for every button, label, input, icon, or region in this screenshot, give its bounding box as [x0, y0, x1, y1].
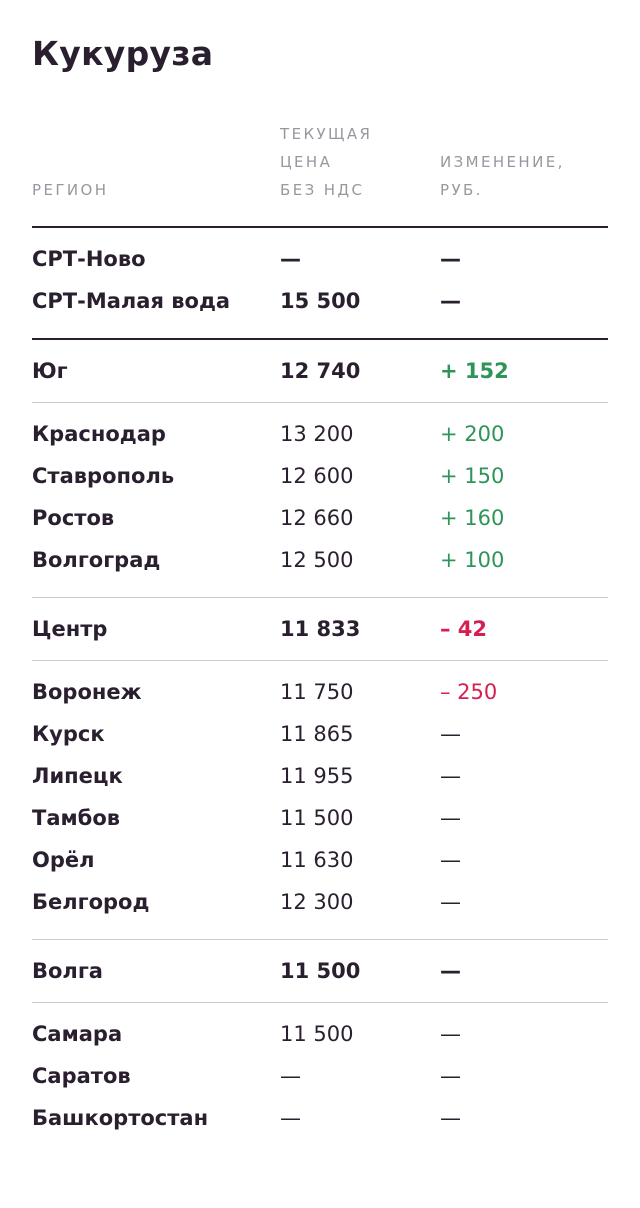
current-price: 11 500	[280, 1022, 354, 1046]
current-price: 11 833	[280, 617, 361, 641]
column-header-region: РЕГИОН	[32, 181, 109, 199]
price-change: + 100	[440, 548, 505, 572]
price-change: —	[440, 722, 461, 746]
price-change: —	[440, 764, 461, 788]
price-change: + 152	[440, 359, 509, 383]
table-row: СРТ-Малая вода 15 500 —	[32, 280, 608, 322]
price-change: + 200	[440, 422, 505, 446]
table-row: Краснодар 13 200 + 200	[32, 413, 608, 455]
summary-group: Волга 11 500 —	[32, 939, 608, 1002]
table-row: Тамбов 11 500 —	[32, 797, 608, 839]
table-row: Белгород 12 300 —	[32, 881, 608, 923]
region-group: Краснодар 13 200 + 200 Ставрополь 12 600 + 15…	[32, 402, 608, 597]
summary-group: Юг 12 740 + 152	[32, 338, 608, 402]
region-name: Башкортостан	[32, 1106, 209, 1130]
summary-group: Центр 11 833 – 42	[32, 597, 608, 660]
region-name: Самара	[32, 1022, 123, 1046]
table-row: Ставрополь 12 600 + 150	[32, 455, 608, 497]
table-row: Волгоград 12 500 + 100	[32, 539, 608, 581]
price-change: —	[440, 848, 461, 872]
table-row: Ростов 12 660 + 160	[32, 497, 608, 539]
region-name: Липецк	[32, 764, 123, 788]
region-name: Орёл	[32, 848, 95, 872]
table-row: Саратов — —	[32, 1055, 608, 1097]
current-price: 12 500	[280, 548, 354, 572]
price-change: —	[440, 1022, 461, 1046]
current-price: 11 630	[280, 848, 354, 872]
region-name: Саратов	[32, 1064, 131, 1088]
current-price: 11 955	[280, 764, 354, 788]
region-name: СРТ-Ново	[32, 247, 146, 271]
table-row: Центр 11 833 – 42	[32, 608, 608, 650]
region-name: Центр	[32, 617, 108, 641]
price-change: – 42	[440, 617, 488, 641]
price-change: —	[440, 247, 461, 271]
region-name: Юг	[32, 359, 68, 383]
table-row: Воронеж 11 750 – 250	[32, 671, 608, 713]
price-change: – 250	[440, 680, 498, 704]
current-price: —	[280, 1106, 301, 1130]
column-header-change: ИЗМЕНЕНИЕ, РУБ.	[440, 153, 565, 199]
table-row: Орёл 11 630 —	[32, 839, 608, 881]
table-header: РЕГИОН ТЕКУЩАЯ ЦЕНА БЕЗ НДС ИЗМЕНЕНИЕ, Р…	[32, 120, 608, 228]
table-row: Башкортостан — —	[32, 1097, 608, 1139]
region-name: Тамбов	[32, 806, 121, 830]
price-change: —	[440, 959, 461, 983]
price-change: —	[440, 289, 461, 313]
region-group: Самара 11 500 — Саратов — — Башкортостан — —	[32, 1002, 608, 1155]
table-row: Волга 11 500 —	[32, 950, 608, 992]
current-price: 12 660	[280, 506, 354, 530]
region-name: Ставрополь	[32, 464, 175, 488]
page-title: Кукуруза	[32, 34, 214, 73]
table-row: СРТ-Ново — —	[32, 238, 608, 280]
current-price: —	[280, 247, 301, 271]
table-body: СРТ-Ново — — СРТ-Малая вода 15 500 — Юг 12 740 +…	[32, 228, 608, 1155]
price-change: + 160	[440, 506, 505, 530]
current-price: 11 500	[280, 806, 354, 830]
region-group: СРТ-Ново — — СРТ-Малая вода 15 500 —	[32, 228, 608, 338]
table-row: Курск 11 865 —	[32, 713, 608, 755]
current-price: 11 865	[280, 722, 354, 746]
region-name: Ростов	[32, 506, 115, 530]
column-header-price: ТЕКУЩАЯ ЦЕНА БЕЗ НДС	[280, 125, 373, 199]
region-name: Волгоград	[32, 548, 161, 572]
region-name: СРТ-Малая вода	[32, 289, 231, 313]
region-name: Волга	[32, 959, 103, 983]
region-name: Краснодар	[32, 422, 166, 446]
region-name: Воронеж	[32, 680, 142, 704]
current-price: —	[280, 1064, 301, 1088]
current-price: 15 500	[280, 289, 361, 313]
price-change: —	[440, 1106, 461, 1130]
price-change: —	[440, 1064, 461, 1088]
table-row: Липецк 11 955 —	[32, 755, 608, 797]
current-price: 12 740	[280, 359, 361, 383]
price-change: + 150	[440, 464, 505, 488]
current-price: 13 200	[280, 422, 354, 446]
table-row: Юг 12 740 + 152	[32, 350, 608, 392]
price-change: —	[440, 806, 461, 830]
region-name: Курск	[32, 722, 105, 746]
region-name: Белгород	[32, 890, 150, 914]
price-change: —	[440, 890, 461, 914]
current-price: 12 300	[280, 890, 354, 914]
current-price: 11 500	[280, 959, 361, 983]
table-row: Самара 11 500 —	[32, 1013, 608, 1055]
current-price: 11 750	[280, 680, 354, 704]
current-price: 12 600	[280, 464, 354, 488]
region-group: Воронеж 11 750 – 250 Курск 11 865 — Липецк 11 9…	[32, 660, 608, 939]
